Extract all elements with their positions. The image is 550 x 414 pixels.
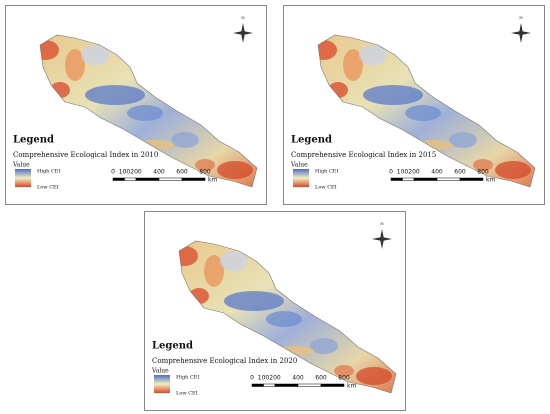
map-texture bbox=[318, 40, 531, 179]
region-outline bbox=[178, 240, 397, 394]
map-patch bbox=[81, 45, 109, 65]
map-patch bbox=[356, 367, 392, 385]
map-patch bbox=[220, 251, 248, 271]
scale-segment bbox=[135, 177, 160, 181]
scale-segment bbox=[274, 383, 299, 387]
region-outline bbox=[317, 34, 536, 188]
scale-unit: km bbox=[347, 383, 356, 390]
legend-low: Low CEI bbox=[37, 185, 59, 191]
scale-label: 600 bbox=[454, 169, 466, 176]
scale-label: 800 bbox=[477, 169, 489, 176]
map-patch bbox=[171, 132, 199, 148]
legend-ramp bbox=[293, 169, 309, 187]
legend-low: Low CEI bbox=[315, 185, 337, 191]
map-patch bbox=[195, 159, 215, 171]
scale-label: 400 bbox=[292, 375, 304, 382]
north-label: N bbox=[519, 15, 523, 20]
scale-segment bbox=[251, 383, 264, 387]
scale-segment bbox=[263, 383, 276, 387]
legend-title: Legend bbox=[13, 135, 54, 146]
scale-label: 400 bbox=[153, 169, 165, 176]
scale-label: 600 bbox=[315, 375, 327, 382]
legend-subtitle: Comprehensive Ecological Index in 2015 bbox=[291, 151, 436, 159]
scale-segment bbox=[124, 177, 137, 181]
north-arrow bbox=[372, 229, 392, 249]
legend-high: High CEI bbox=[176, 375, 199, 381]
map-patch bbox=[40, 40, 59, 60]
map-patch bbox=[179, 246, 198, 266]
map-patch bbox=[334, 365, 354, 377]
scale-label: 100 bbox=[119, 169, 131, 176]
legend-subtitle: Comprehensive Ecological Index in 2020 bbox=[152, 357, 297, 365]
map-patch bbox=[266, 311, 302, 327]
region-outline bbox=[39, 34, 258, 188]
map-patch bbox=[217, 161, 253, 179]
scale-unit: km bbox=[486, 177, 495, 184]
map-patch bbox=[65, 49, 85, 81]
legend-ramp bbox=[15, 169, 31, 187]
map-panel: N Legend Comprehensive Ecological Index in… bbox=[144, 211, 406, 411]
scale-label: 200 bbox=[130, 169, 142, 176]
scale-label: 100 bbox=[258, 375, 270, 382]
scale-label: 100 bbox=[397, 169, 409, 176]
scale-label: 0 bbox=[111, 169, 115, 176]
scale-segment bbox=[413, 177, 438, 181]
north-arrow bbox=[233, 23, 253, 43]
legend-low: Low CEI bbox=[176, 391, 198, 397]
scale-segment bbox=[181, 177, 206, 181]
scale-label: 0 bbox=[389, 169, 393, 176]
scale-segment bbox=[158, 177, 183, 181]
scale-label: 0 bbox=[250, 375, 254, 382]
map-texture bbox=[179, 246, 392, 385]
map-panel: N Legend Comprehensive Ecological Index in… bbox=[283, 5, 545, 205]
scale-segment bbox=[436, 177, 461, 181]
legend-title: Legend bbox=[152, 341, 193, 352]
scale-segment bbox=[459, 177, 484, 181]
map-patch bbox=[318, 40, 337, 60]
map-patch bbox=[363, 85, 423, 105]
map-patch bbox=[449, 132, 477, 148]
map-patch bbox=[343, 49, 363, 81]
map-patch bbox=[85, 85, 145, 105]
legend-high: High CEI bbox=[315, 169, 338, 175]
map-patch bbox=[495, 161, 531, 179]
map-panel: N Legend Comprehensive Ecological Index in… bbox=[5, 5, 267, 205]
map-patch bbox=[204, 255, 224, 287]
scale-unit: km bbox=[208, 177, 217, 184]
scale-segment bbox=[297, 383, 322, 387]
map-patch bbox=[359, 45, 387, 65]
scale-label: 200 bbox=[408, 169, 420, 176]
legend-title: Legend bbox=[291, 135, 332, 146]
scale-label: 600 bbox=[176, 169, 188, 176]
legend-subtitle: Comprehensive Ecological Index in 2010 bbox=[13, 151, 158, 159]
legend-value-label: Value bbox=[12, 162, 30, 169]
scale-label: 800 bbox=[199, 169, 211, 176]
map-patch bbox=[405, 105, 441, 121]
legend-value-label: Value bbox=[151, 368, 169, 375]
scale-label: 400 bbox=[431, 169, 443, 176]
map-patch bbox=[310, 338, 338, 354]
scale-label: 200 bbox=[269, 375, 281, 382]
scale-segment bbox=[112, 177, 125, 181]
map-texture bbox=[40, 40, 253, 179]
legend-ramp bbox=[154, 375, 170, 393]
scale-segment bbox=[390, 177, 403, 181]
north-label: N bbox=[241, 15, 245, 20]
north-arrow bbox=[511, 23, 531, 43]
map-patch bbox=[473, 159, 493, 171]
legend-value-label: Value bbox=[290, 162, 308, 169]
map-patch bbox=[224, 291, 284, 311]
north-label: N bbox=[380, 221, 384, 226]
scale-segment bbox=[402, 177, 415, 181]
scale-segment bbox=[320, 383, 345, 387]
map-patch bbox=[127, 105, 163, 121]
legend-high: High CEI bbox=[37, 169, 60, 175]
scale-label: 800 bbox=[338, 375, 350, 382]
